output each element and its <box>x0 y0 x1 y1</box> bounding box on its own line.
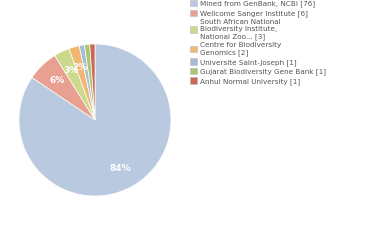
Wedge shape <box>19 44 171 196</box>
Text: 2%: 2% <box>72 63 87 72</box>
Legend: Mined from GenBank, NCBI [76], Wellcome Sanger Institute [6], South African Nati: Mined from GenBank, NCBI [76], Wellcome … <box>190 0 326 85</box>
Wedge shape <box>69 46 95 120</box>
Wedge shape <box>55 48 95 120</box>
Wedge shape <box>90 44 95 120</box>
Wedge shape <box>84 44 95 120</box>
Text: 3%: 3% <box>63 66 79 75</box>
Text: 6%: 6% <box>49 76 65 85</box>
Text: 84%: 84% <box>110 164 131 173</box>
Wedge shape <box>79 45 95 120</box>
Wedge shape <box>32 55 95 120</box>
